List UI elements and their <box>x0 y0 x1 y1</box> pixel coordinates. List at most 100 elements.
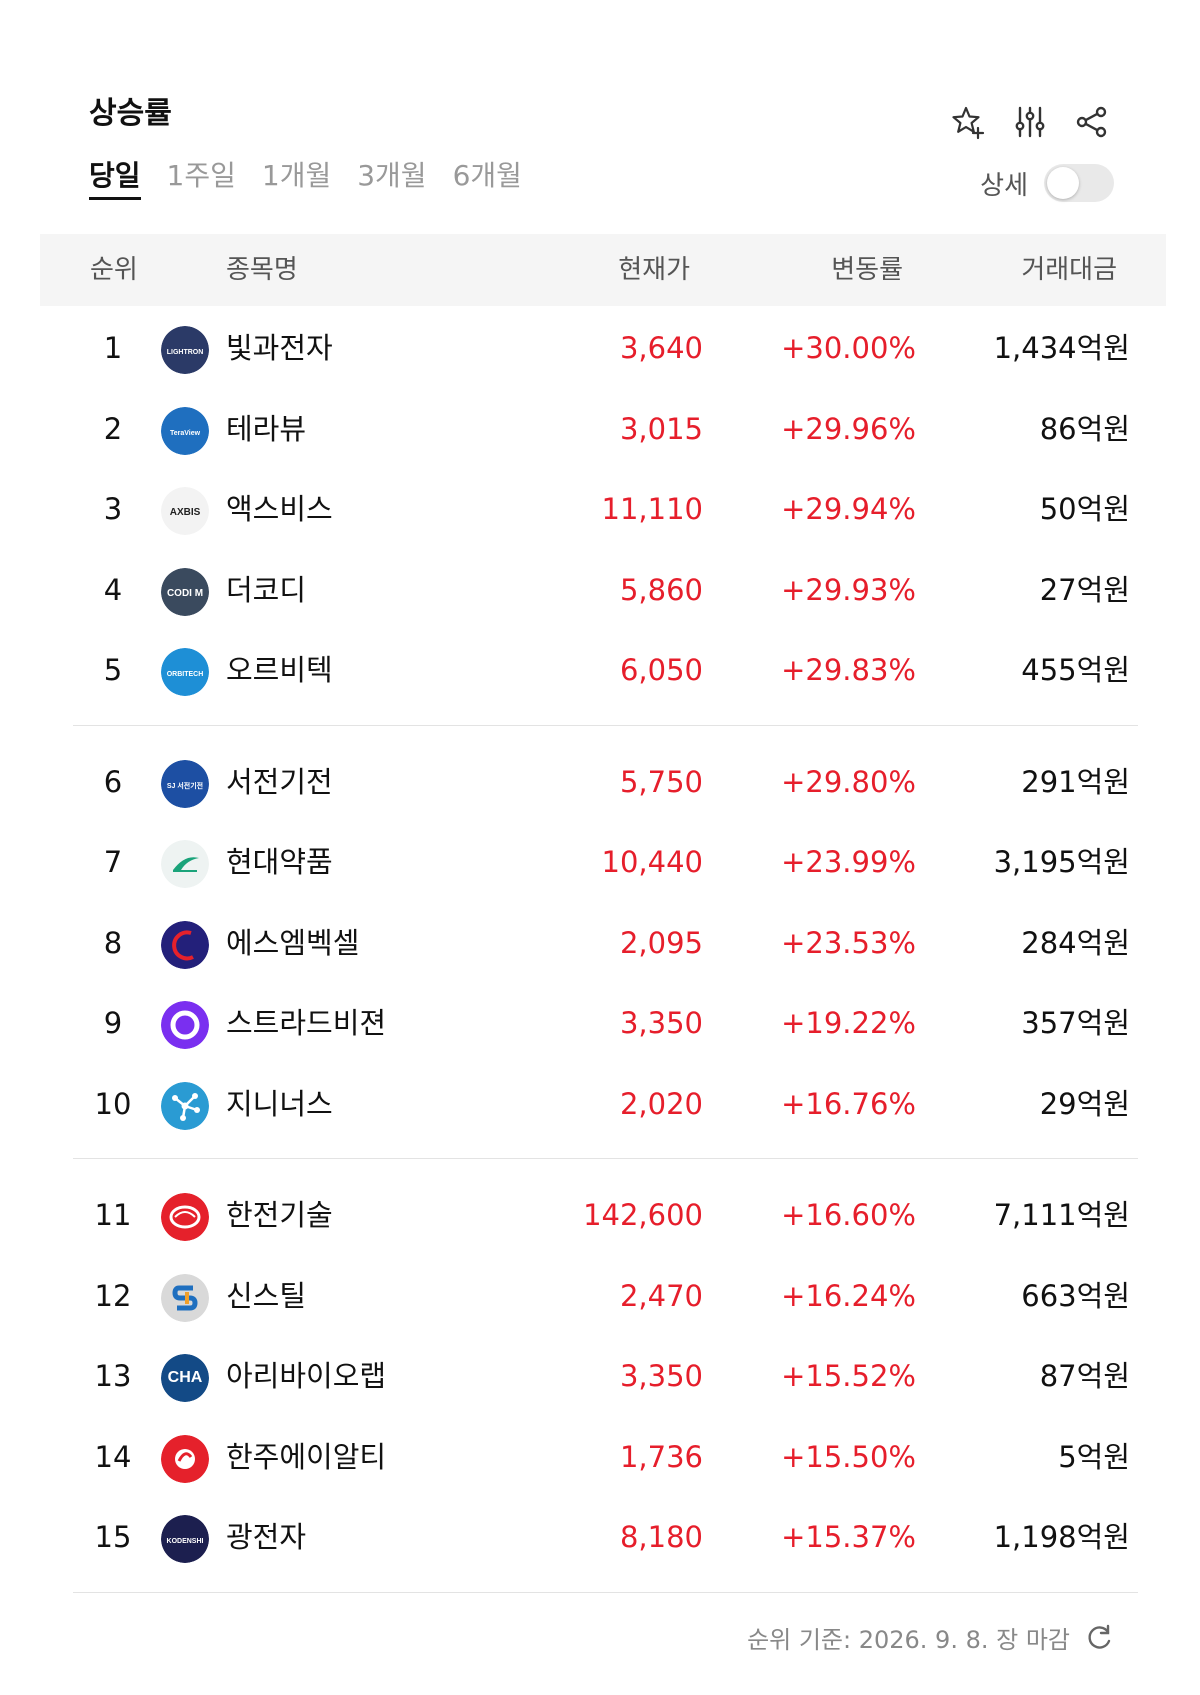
tab-3month[interactable]: 3개월 <box>357 159 427 192</box>
table-row[interactable]: 14 한주에이알티 1,736 +15.50% 5억원 <box>73 1417 1138 1498</box>
header-volume[interactable]: 거래대금 <box>1021 255 1117 285</box>
table-row[interactable]: 15 KODENSHI 광전자 8,180 +15.37% 1,198억원 <box>73 1497 1138 1578</box>
table-row[interactable]: 2 TeraView 테라뷰 3,015 +29.96% 86억원 <box>73 389 1138 470</box>
stock-name[interactable]: 현대약품 <box>226 845 333 879</box>
stock-name[interactable]: 지니너스 <box>226 1086 333 1121</box>
stock-change-rate: +16.76% <box>781 1086 916 1121</box>
stock-logo-icon <box>161 1001 209 1049</box>
stock-logo-icon: TeraView <box>161 406 209 455</box>
sliders-icon[interactable] <box>1012 104 1048 140</box>
stock-change-rate: +16.60% <box>781 1198 916 1232</box>
stock-name[interactable]: 액스비스 <box>226 492 333 526</box>
stock-logo-icon <box>161 920 209 969</box>
table-row[interactable]: 10 지니너스 2,020 +16.76% 29억원 <box>73 1064 1138 1145</box>
stock-change-rate: +30.00% <box>781 331 916 365</box>
table-row[interactable]: 9 스트라드비젼 3,350 +19.22% 357억원 <box>73 983 1138 1064</box>
svg-text:ORBITECH: ORBITECH <box>167 671 204 678</box>
svg-text:SJ 서전기전: SJ 서전기전 <box>167 781 203 790</box>
stock-name[interactable]: 광전자 <box>226 1520 307 1554</box>
stock-name[interactable]: 테라뷰 <box>226 411 307 446</box>
stock-logo-icon <box>161 1434 209 1483</box>
rank-cell: 1 <box>103 331 123 365</box>
stock-name[interactable]: 스트라드비젼 <box>226 1006 387 1040</box>
footer: 순위 기준: 2026. 9. 8. 장 마감 <box>747 1620 1114 1655</box>
table-row[interactable]: 6 SJ 서전기전 서전기전 5,750 +29.80% 291억원 <box>73 742 1138 823</box>
svg-text:LIGHTRON: LIGHTRON <box>167 349 204 356</box>
share-icon[interactable] <box>1074 104 1110 140</box>
stock-name[interactable]: 신스틸 <box>226 1278 307 1313</box>
trading-value: 291억원 <box>1021 764 1130 799</box>
stock-change-rate: +19.22% <box>781 1006 916 1040</box>
table-row[interactable]: 5 ORBITECH 오르비텍 6,050 +29.83% 455억원 <box>73 630 1138 711</box>
tab-1month[interactable]: 1개월 <box>261 159 332 192</box>
rank-cell: 11 <box>94 1198 132 1232</box>
rank-cell: 14 <box>94 1439 132 1474</box>
stock-name[interactable]: 서전기전 <box>226 764 333 799</box>
stock-logo-icon: SJ 서전기전 <box>161 759 209 808</box>
rank-cell: 12 <box>94 1278 132 1313</box>
header-rank[interactable]: 순위 <box>90 255 138 285</box>
stock-price: 10,440 <box>601 845 703 879</box>
stock-price: 3,350 <box>619 1359 703 1393</box>
toggle-knob <box>1047 167 1079 199</box>
trading-value: 455억원 <box>1021 653 1130 687</box>
stock-name[interactable]: 한주에이알티 <box>226 1439 387 1474</box>
stock-price: 5,860 <box>619 572 703 607</box>
trading-value: 29억원 <box>1039 1086 1130 1121</box>
stock-logo-icon <box>161 840 209 888</box>
svg-text:KODENSHI: KODENSHI <box>167 1538 204 1545</box>
stock-price: 2,095 <box>619 925 703 960</box>
stock-name[interactable]: 아리바이오랩 <box>226 1359 387 1393</box>
trading-value: 1,198억원 <box>993 1520 1130 1554</box>
detail-label: 상세 <box>980 170 1028 201</box>
detail-toggle[interactable] <box>1044 164 1114 202</box>
rank-cell: 6 <box>103 764 123 799</box>
header-price[interactable]: 현재가 <box>618 255 690 285</box>
stock-change-rate: +23.99% <box>781 845 916 879</box>
rank-cell: 13 <box>94 1359 132 1393</box>
table-row[interactable]: 13 CHA 아리바이오랩 3,350 +15.52% 87억원 <box>73 1336 1138 1417</box>
stock-change-rate: +15.50% <box>781 1439 916 1474</box>
stock-name[interactable]: 빛과전자 <box>226 331 333 365</box>
row-group: 6 SJ 서전기전 서전기전 5,750 +29.80% 291억원 7 현대약품 10,440… <box>73 726 1138 1159</box>
stock-price: 1,736 <box>619 1439 703 1474</box>
table-row[interactable]: 7 현대약품 10,440 +23.99% 3,195억원 <box>73 822 1138 903</box>
page-title: 상승률 <box>89 96 172 131</box>
tab-6month[interactable]: 6개월 <box>452 159 522 192</box>
svg-text:CODI M: CODI M <box>167 588 203 599</box>
row-group: 1 LIGHTRON 빛과전자 3,640 +30.00% 1,434억원 2 TeraVie… <box>73 306 1138 726</box>
stock-name[interactable]: 더코디 <box>226 572 307 607</box>
table-header: 순위 종목명 현재가 변동률 거래대금 <box>40 234 1166 306</box>
tab-today[interactable]: 당일 <box>89 158 141 200</box>
stock-change-rate: +15.37% <box>781 1520 916 1554</box>
stock-name[interactable]: 에스엠벡셀 <box>226 925 360 960</box>
rank-cell: 10 <box>94 1086 132 1121</box>
star-plus-icon[interactable] <box>950 104 986 140</box>
stock-name[interactable]: 한전기술 <box>226 1198 333 1232</box>
rank-cell: 3 <box>103 492 123 526</box>
header-rate[interactable]: 변동률 <box>831 255 903 285</box>
table-row[interactable]: 4 CODI M 더코디 5,860 +29.93% 27억원 <box>73 550 1138 631</box>
table-row[interactable]: 12 신스틸 2,470 +16.24% 663억원 <box>73 1256 1138 1337</box>
table-row[interactable]: 11 한전기술 142,600 +16.60% 7,111억원 <box>73 1175 1138 1256</box>
stock-logo-icon: ORBITECH <box>161 648 209 696</box>
stock-logo-icon: AXBIS <box>161 487 209 535</box>
refresh-icon[interactable] <box>1084 1623 1114 1653</box>
stock-price: 2,020 <box>619 1086 703 1121</box>
rank-cell: 5 <box>103 653 123 687</box>
stock-logo-icon: CHA <box>161 1354 209 1402</box>
trading-value: 357억원 <box>1021 1006 1130 1040</box>
tab-1week[interactable]: 1주일 <box>166 159 236 192</box>
table-row[interactable]: 8 에스엠벡셀 2,095 +23.53% 284억원 <box>73 903 1138 984</box>
stock-list: 1 LIGHTRON 빛과전자 3,640 +30.00% 1,434억원 2 TeraVie… <box>0 306 1200 1593</box>
trading-value: 284억원 <box>1021 925 1130 960</box>
header-name[interactable]: 종목명 <box>226 255 298 285</box>
stock-price: 3,350 <box>619 1006 703 1040</box>
table-row[interactable]: 1 LIGHTRON 빛과전자 3,640 +30.00% 1,434억원 <box>73 308 1138 389</box>
stock-logo-icon: CODI M <box>161 567 209 616</box>
stock-price: 5,750 <box>619 764 703 799</box>
stock-name[interactable]: 오르비텍 <box>226 653 333 687</box>
stock-price: 142,600 <box>583 1198 703 1232</box>
stock-change-rate: +29.93% <box>781 572 916 607</box>
table-row[interactable]: 3 AXBIS 액스비스 11,110 +29.94% 50억원 <box>73 469 1138 550</box>
